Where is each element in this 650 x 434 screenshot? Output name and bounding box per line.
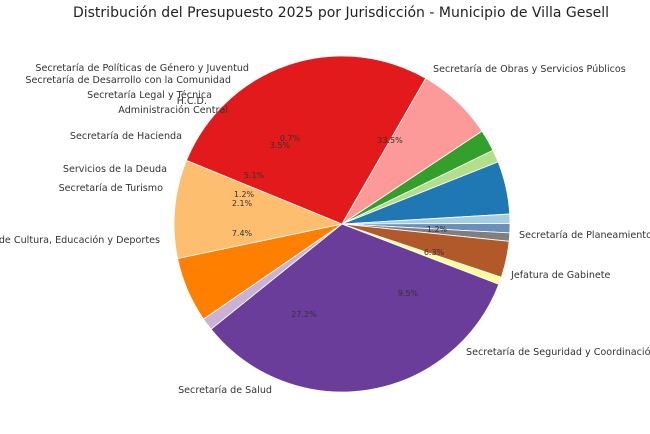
slice-label-6: Secretaría de Turismo [59,182,164,194]
slice-pct-12: 3.5% [270,141,291,150]
slice-pct-2: 6.3% [424,248,445,257]
slice-label-2: Jefatura de Gabinete [510,270,611,281]
slice-label-0: Secretaría de Obras y Servicios Públicos [433,63,626,75]
pie-slice-13 [341,223,502,285]
slice-pct-3: 9.5% [398,289,419,298]
slice-pct-13: 0.7% [280,134,301,143]
slice-label-7: Servicios de la Deuda [63,164,167,175]
slice-label-3: Secretaría de Seguridad y Coordinación L [466,346,650,358]
slice-label-4: Secretaría de Salud [178,384,272,396]
slice-label-13: Secretaría de Políticas de Género y Juve… [35,62,249,74]
pie-slices [173,55,511,393]
slice-pct-5: 7.4% [232,229,253,238]
slice-pct-8: 5.1% [244,171,265,180]
pie-slice-3 [173,159,344,259]
slice-label-12: Secretaría de Desarrollo con la Comunida… [25,74,231,86]
slice-pct-4: 27.2% [291,310,317,319]
slice-pct-0: 33.5% [377,136,403,145]
slice-label-9: Administración Central [118,104,228,116]
slice-pct-6: 2.1% [232,199,253,208]
slice-label-5: ría de Cultura, Educación y Deportes [0,234,160,246]
pie-labels: Secretaría de Obras y Servicios Públicos… [0,62,650,396]
slice-label-11: Secretaría Legal y Técnica [87,89,212,101]
slice-pct-7: 1.2% [234,190,255,199]
pie-slice-0 [210,223,500,393]
slice-pct-1: 1.2% [427,225,448,234]
slice-label-10: H.C.D. [177,96,207,107]
slice-label-1: Secretaría de Planeamiento y [519,229,650,241]
chart-title: Distribución del Presupuesto 2025 por Ju… [73,5,609,21]
slice-label-8: Secretaría de Hacienda [70,130,182,142]
